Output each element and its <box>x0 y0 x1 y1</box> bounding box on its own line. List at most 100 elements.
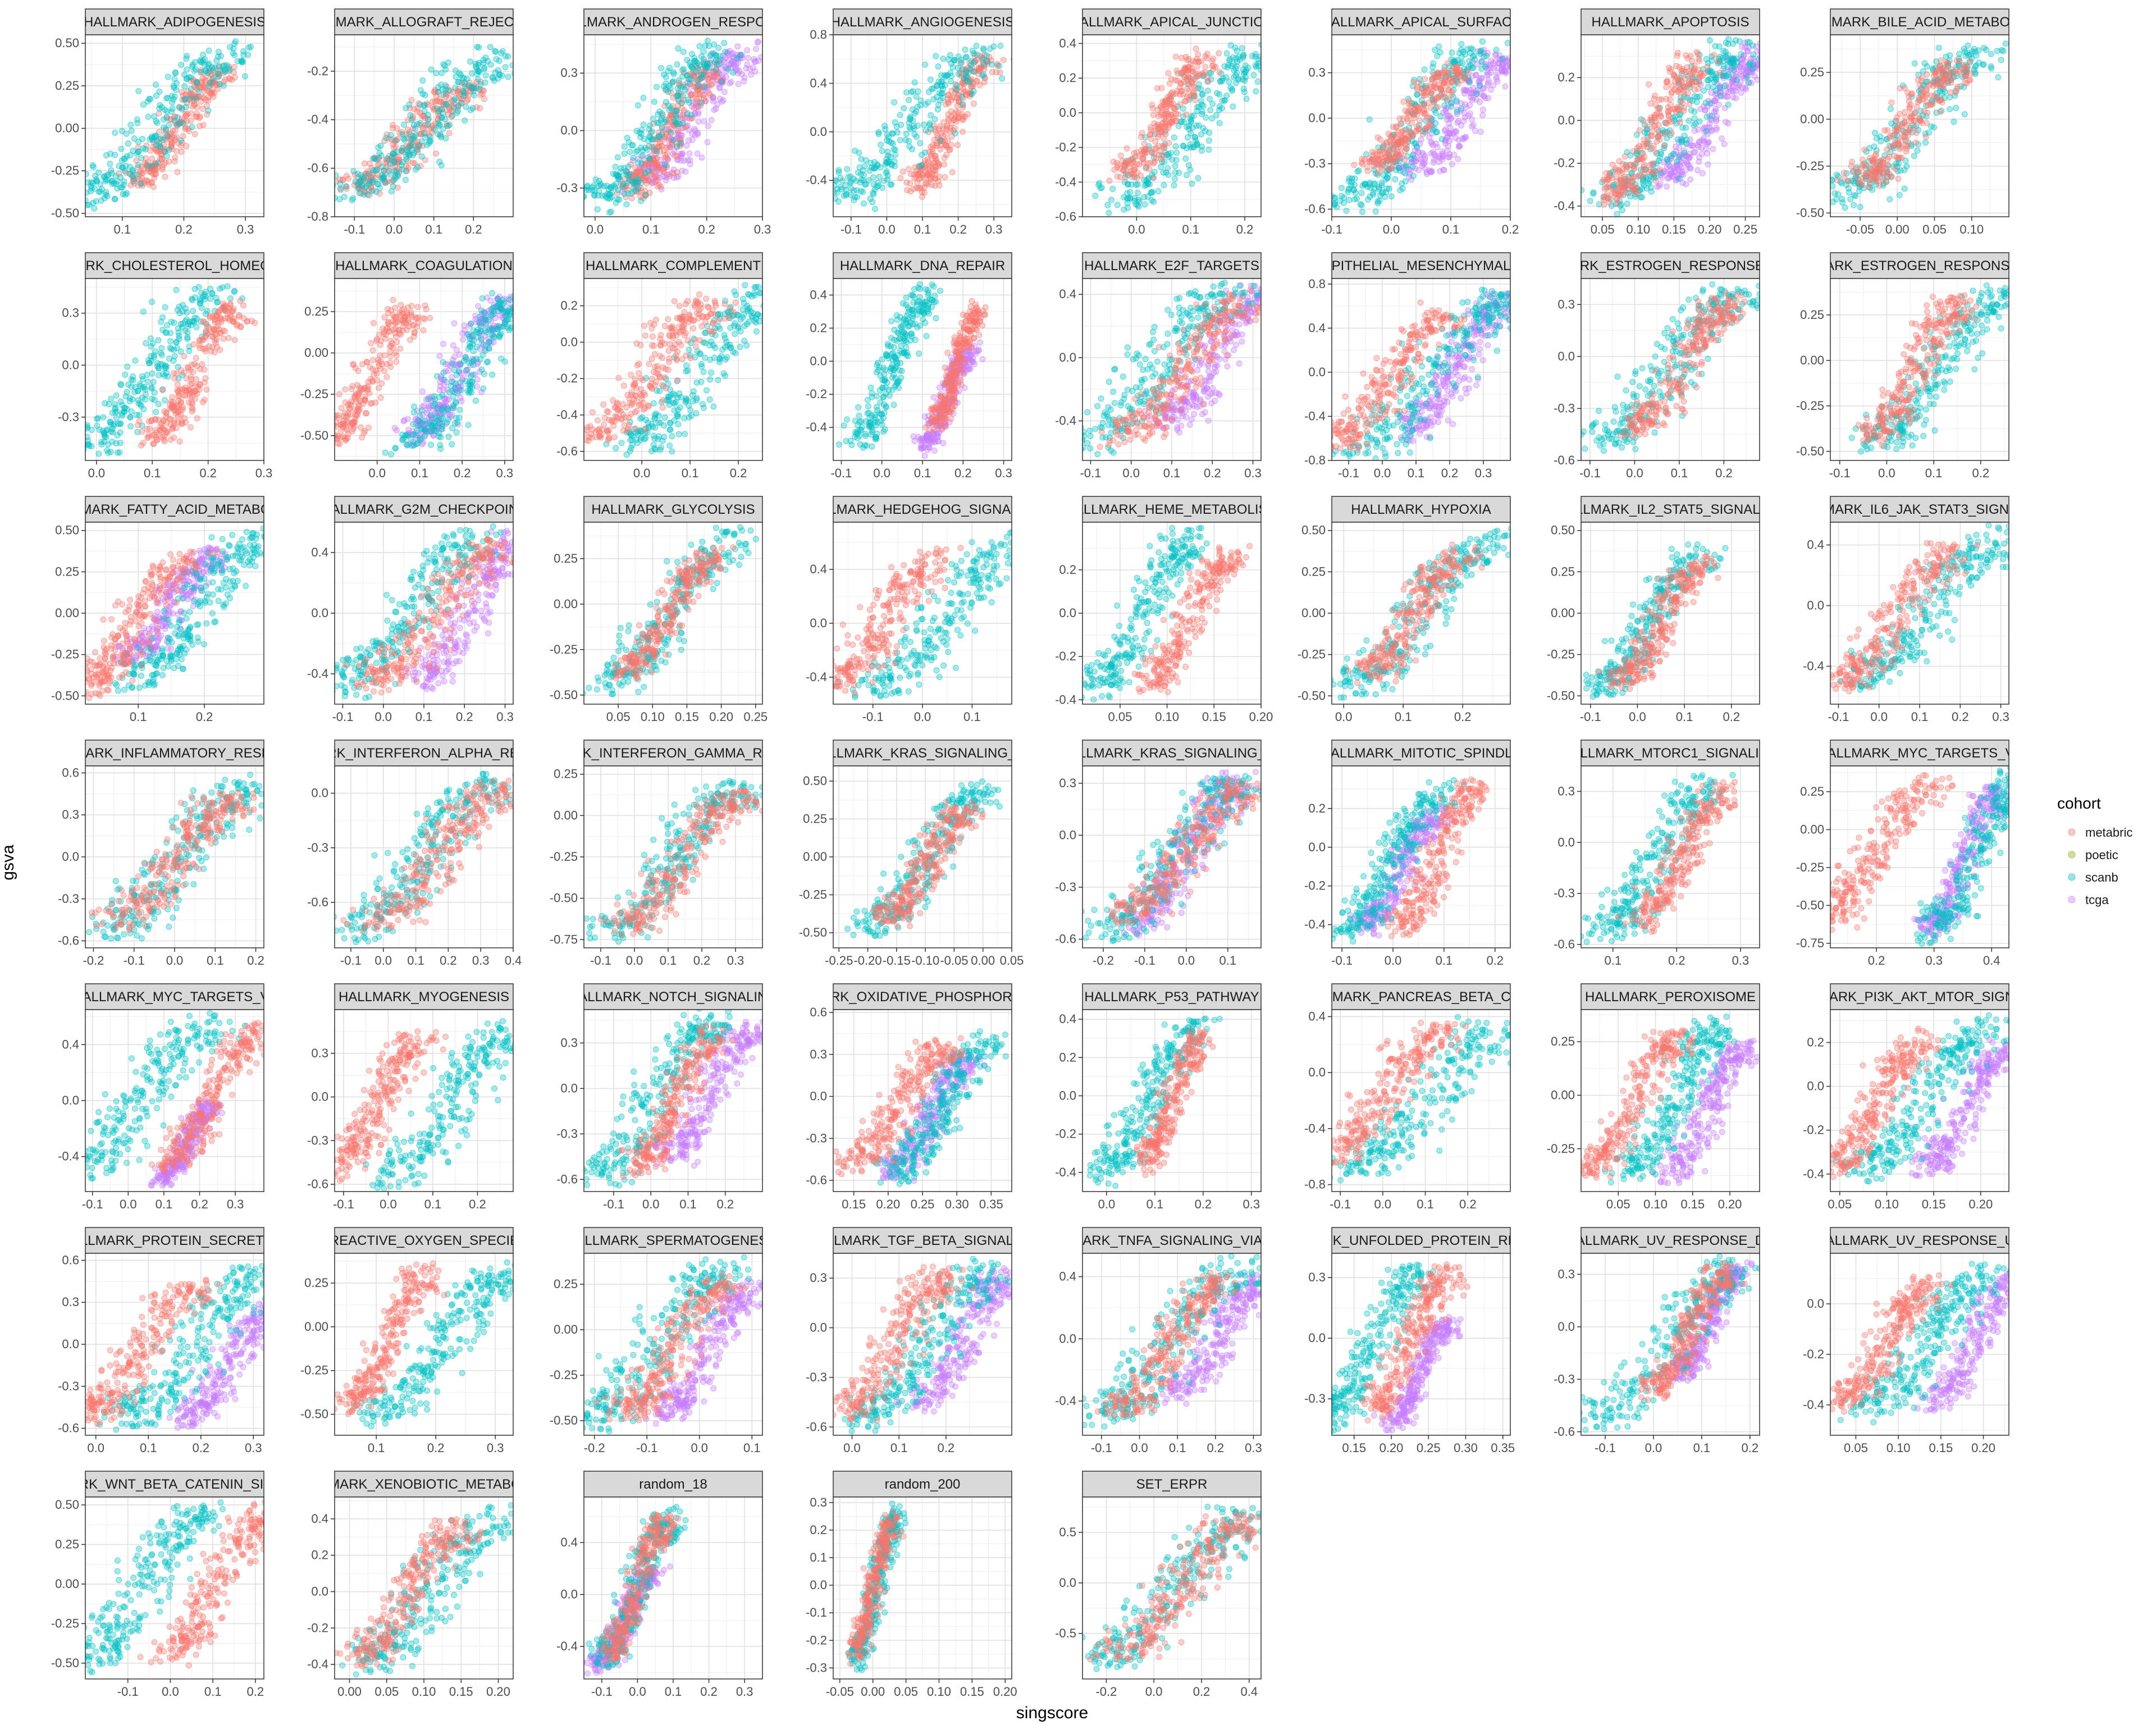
data-point <box>1641 136 1647 143</box>
data-point <box>843 192 849 199</box>
data-point <box>675 96 682 103</box>
data-point <box>971 69 977 75</box>
data-point <box>1405 108 1412 115</box>
scatter-points <box>85 38 254 212</box>
data-point <box>198 69 204 75</box>
data-point <box>505 74 511 80</box>
data-point <box>1871 130 1878 136</box>
data-point <box>688 112 695 118</box>
data-point <box>1482 63 1488 70</box>
data-point <box>1388 193 1395 200</box>
data-point <box>1733 95 1739 102</box>
data-point <box>688 76 695 83</box>
data-point <box>716 84 723 91</box>
data-point <box>1158 109 1165 116</box>
data-point <box>98 197 104 204</box>
data-point <box>174 114 181 121</box>
data-point <box>162 107 168 113</box>
data-point <box>1668 90 1675 97</box>
y-tick-label: -0.3 <box>556 181 578 195</box>
data-point <box>131 135 138 142</box>
data-point <box>112 196 118 203</box>
data-point <box>1404 116 1410 122</box>
data-point <box>905 166 912 172</box>
data-point <box>1707 100 1714 107</box>
data-point <box>156 88 163 95</box>
data-point <box>1712 43 1719 49</box>
data-point <box>452 67 459 74</box>
data-point <box>853 177 860 184</box>
data-point <box>1111 166 1118 173</box>
data-point <box>145 113 152 120</box>
data-point <box>1744 73 1751 80</box>
data-point <box>1240 52 1246 59</box>
data-point <box>951 111 957 117</box>
data-point <box>1685 117 1692 124</box>
data-point <box>231 74 238 81</box>
data-point <box>401 121 408 128</box>
data-point <box>874 162 881 169</box>
data-point <box>1241 69 1248 75</box>
data-point <box>1746 62 1753 68</box>
data-point <box>1165 70 1172 76</box>
data-point <box>1144 180 1151 186</box>
data-point <box>173 80 180 86</box>
data-point <box>1455 143 1462 150</box>
data-point <box>1338 185 1345 191</box>
data-point <box>1150 198 1157 205</box>
data-point <box>917 140 924 147</box>
data-point <box>154 159 161 166</box>
data-point <box>1219 75 1226 82</box>
data-point <box>689 94 696 101</box>
data-point <box>1364 196 1371 203</box>
data-point <box>1213 112 1219 118</box>
y-tick-label: -0.8 <box>307 209 328 223</box>
y-tick-label: 0.00 <box>55 121 79 135</box>
data-point <box>1354 168 1361 175</box>
data-point <box>907 180 913 187</box>
data-point <box>698 72 705 79</box>
data-point <box>1911 60 1918 67</box>
x-tick-label: 0.0 <box>386 222 403 236</box>
data-point <box>1469 116 1475 123</box>
data-point <box>1141 140 1148 147</box>
data-point <box>1734 76 1740 83</box>
data-point <box>481 65 488 71</box>
data-point <box>165 74 171 80</box>
data-point <box>712 66 719 73</box>
data-point <box>1366 116 1373 123</box>
data-point <box>152 134 158 140</box>
data-point <box>193 95 199 102</box>
y-tick-label: 0.0 <box>560 124 578 138</box>
data-point <box>200 122 207 129</box>
data-point <box>1654 184 1661 190</box>
data-point <box>1652 102 1659 108</box>
data-point <box>980 45 986 52</box>
data-point <box>169 99 176 106</box>
data-point <box>477 92 484 98</box>
data-point <box>835 169 842 176</box>
data-point <box>1652 177 1659 184</box>
data-point <box>1856 188 1862 194</box>
data-point <box>1180 143 1186 149</box>
data-point <box>384 155 391 162</box>
data-point <box>1745 79 1752 86</box>
data-point <box>897 137 903 144</box>
data-point <box>1705 139 1711 146</box>
data-point <box>1176 84 1183 91</box>
data-point <box>1590 190 1597 197</box>
data-point <box>1742 84 1748 91</box>
data-point <box>184 75 190 82</box>
data-point <box>1877 133 1884 140</box>
data-point <box>1947 52 1953 58</box>
data-point <box>433 150 440 157</box>
data-point <box>139 136 146 142</box>
data-point <box>390 177 397 184</box>
data-point <box>1199 147 1205 154</box>
data-point <box>1429 63 1436 70</box>
data-point <box>880 177 887 184</box>
data-point <box>1903 163 1910 170</box>
x-tick-label: 0.05 <box>1591 222 1615 236</box>
data-point <box>163 113 170 120</box>
data-point <box>135 162 141 168</box>
